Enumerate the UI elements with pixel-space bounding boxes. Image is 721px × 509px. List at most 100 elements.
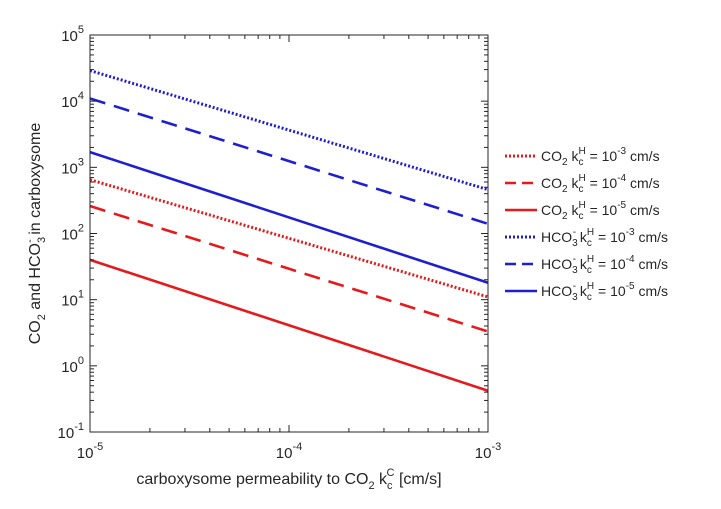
legend-label-part: CO bbox=[541, 148, 562, 164]
legend-label-part: H bbox=[578, 200, 585, 211]
x-axis-label-part: k bbox=[375, 471, 388, 488]
y-tick-label-base: 10 bbox=[61, 160, 78, 177]
series-line-2 bbox=[89, 204, 489, 333]
legend-label-part: k bbox=[568, 148, 580, 164]
x-axis-label: carboxysome permeability to CO2 kcC [cm/… bbox=[136, 467, 441, 492]
legend-label-part: k bbox=[568, 175, 580, 191]
x-axis-label-sup: C bbox=[387, 467, 395, 479]
legend-label-part: HCO bbox=[541, 229, 572, 245]
y-axis-label-sub: 2 bbox=[36, 314, 48, 320]
x-tick-label-base: 10 bbox=[276, 445, 293, 462]
y-axis-label-part: in carboxysome bbox=[27, 123, 44, 240]
legend-label-part: HCO bbox=[541, 283, 572, 299]
x-tick-label-base: 10 bbox=[475, 445, 492, 462]
legend-label-part: k bbox=[576, 283, 588, 299]
y-tick-label-exp: -1 bbox=[74, 421, 84, 433]
legend-label-part: CO bbox=[541, 202, 562, 218]
x-tick-label: 10-4 bbox=[276, 441, 302, 462]
legend-label-part: -3 bbox=[626, 227, 635, 238]
legend-label-part: cm/s bbox=[635, 256, 668, 272]
legend-label-part: H bbox=[578, 146, 585, 157]
legend-label: HCO3- kcH = 10-4 cm/s bbox=[541, 254, 668, 276]
y-tick-label-exp: 5 bbox=[78, 24, 84, 36]
y-axis-label-part: CO bbox=[27, 320, 44, 344]
legend-label-part: cm/s bbox=[626, 175, 659, 191]
legend-label-part: c bbox=[587, 265, 592, 276]
legend-label-part: k bbox=[576, 229, 588, 245]
legend-label-part: H bbox=[587, 254, 594, 265]
x-tick-label-exp: -3 bbox=[491, 441, 501, 453]
legend-label: CO2 kcH = 10-3 cm/s bbox=[541, 146, 660, 168]
legend-label-part: c bbox=[578, 211, 583, 222]
y-axis-label-sup: - bbox=[24, 239, 36, 243]
legend-label-part: -4 bbox=[617, 173, 626, 184]
legend-label-part: - bbox=[573, 281, 576, 292]
legend-label-part: 2 bbox=[562, 211, 568, 222]
y-tick-label: 103 bbox=[61, 156, 84, 177]
y-tick-label-base: 10 bbox=[61, 94, 78, 111]
legend-label-part: -3 bbox=[617, 146, 626, 157]
y-tick-label-exp: 0 bbox=[78, 355, 84, 367]
y-axis-label: CO2 and HCO3- in carboxysome bbox=[24, 123, 48, 345]
x-axis-label-part: carboxysome permeability to CO bbox=[136, 471, 368, 488]
x-tick-label: 10-3 bbox=[475, 441, 501, 462]
legend-label-part: - bbox=[573, 227, 576, 238]
x-axis-label-sub: 2 bbox=[368, 480, 374, 492]
x-tick-label-exp: -4 bbox=[292, 441, 302, 453]
legend-label-part: H bbox=[578, 173, 585, 184]
legend-label-part: H bbox=[587, 227, 594, 238]
legend-label-part: 3 bbox=[572, 265, 578, 276]
series-line-4 bbox=[89, 69, 489, 192]
y-tick-label-exp: 2 bbox=[78, 223, 84, 235]
series-line-5 bbox=[89, 97, 489, 226]
legend-label-part: = 10 bbox=[594, 229, 626, 245]
series-lines bbox=[89, 69, 489, 392]
legend-label-part: c bbox=[578, 184, 583, 195]
y-tick-label: 102 bbox=[61, 223, 84, 244]
legend-label-part: HCO bbox=[541, 256, 572, 272]
legend-label-part: cm/s bbox=[635, 229, 668, 245]
legend-label-part: 2 bbox=[562, 157, 568, 168]
x-tick-label: 10-5 bbox=[77, 441, 103, 462]
legend-box bbox=[500, 137, 707, 309]
legend-label-part: CO bbox=[541, 175, 562, 191]
x-axis-label-sub: c bbox=[387, 480, 393, 492]
legend-label-part: - bbox=[573, 254, 576, 265]
x-tick-label-exp: -5 bbox=[93, 441, 103, 453]
y-tick-label-base: 10 bbox=[58, 425, 75, 442]
legend-label-part: = 10 bbox=[586, 148, 618, 164]
legend-label-part: = 10 bbox=[594, 283, 626, 299]
legend-label-part: 3 bbox=[572, 238, 578, 249]
legend-label-part: k bbox=[576, 256, 588, 272]
legend-label-part: = 10 bbox=[586, 175, 618, 191]
legend-label-part: 2 bbox=[562, 184, 568, 195]
y-tick-label: 104 bbox=[61, 90, 84, 111]
legend-label: HCO3- kcH = 10-3 cm/s bbox=[541, 227, 668, 249]
y-tick-label-base: 10 bbox=[61, 227, 78, 244]
legend-label-part: = 10 bbox=[594, 256, 626, 272]
axis-ticks bbox=[89, 34, 489, 433]
x-tick-label-base: 10 bbox=[77, 445, 94, 462]
y-tick-label-exp: 1 bbox=[78, 289, 84, 301]
y-tick-label-base: 10 bbox=[61, 28, 78, 45]
legend-label-part: cm/s bbox=[635, 283, 668, 299]
series-line-1 bbox=[89, 178, 489, 299]
legend-label-part: c bbox=[587, 238, 592, 249]
legend-label: CO2 kcH = 10-5 cm/s bbox=[541, 200, 660, 222]
y-tick-label-base: 10 bbox=[61, 293, 78, 310]
series-line-3 bbox=[89, 258, 489, 392]
legend-label-part: H bbox=[587, 281, 594, 292]
x-axis-label-part: [cm/s] bbox=[395, 471, 442, 488]
y-tick-label: 100 bbox=[61, 355, 84, 376]
x-tick-labels: 10-5 10-4 10-3 bbox=[77, 441, 501, 462]
legend-label: HCO3- kcH = 10-5 cm/s bbox=[541, 281, 668, 303]
y-tick-label: 10-1 bbox=[58, 421, 84, 442]
y-axis-label-sub: 3 bbox=[36, 237, 48, 243]
legend-label-part: cm/s bbox=[626, 202, 659, 218]
legend-label-part: -5 bbox=[617, 200, 626, 211]
series-line-6 bbox=[89, 150, 489, 285]
legend-label-part: 3 bbox=[572, 292, 578, 303]
